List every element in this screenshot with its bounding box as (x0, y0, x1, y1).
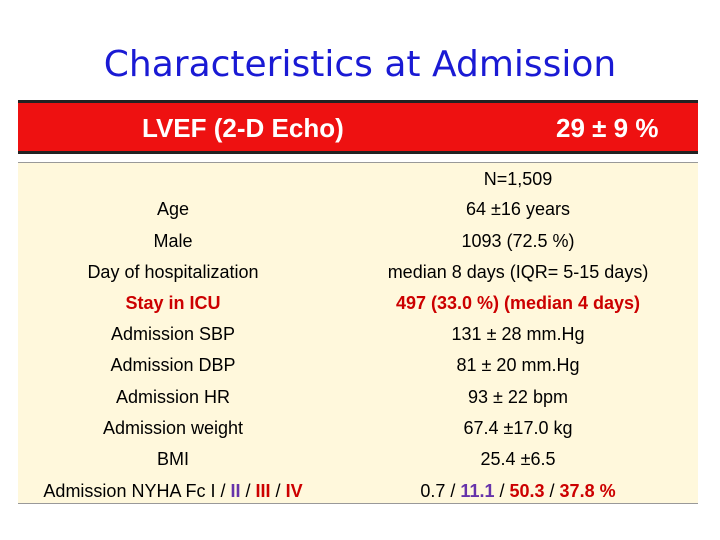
table-row: BMI 25.4 ±6.5 (18, 443, 698, 475)
page-title: Characteristics at Admission (103, 44, 617, 85)
sample-size: N=1,509 (483, 169, 553, 189)
nyha-class-iii: III (255, 481, 271, 501)
nyha-class-iv: IV (285, 481, 303, 501)
separator: / (215, 481, 231, 501)
characteristics-table: N=1,509 Age 64 ±16 years Male 1093 (72.5… (18, 162, 698, 504)
nyha-class-i: I (210, 481, 216, 501)
separator: / (270, 481, 286, 501)
table-row: Admission DBP 81 ± 20 mm.Hg (18, 349, 698, 381)
lvef-value: 29 ± 9 % (556, 113, 659, 143)
table-row: Admission weight 67.4 ±17.0 kg (18, 412, 698, 444)
nyha-class-ii: II (230, 481, 241, 501)
row-label: Age (156, 199, 190, 219)
separator: / (494, 481, 510, 501)
row-value: median 8 days (IQR= 5-15 days) (387, 262, 649, 282)
table-row: Male 1093 (72.5 %) (18, 225, 698, 257)
row-label: Male (153, 231, 193, 251)
table-row-nyha: Admission NYHA Fc I / II / III / IV 0.7 … (18, 475, 698, 507)
separator: / (445, 481, 461, 501)
row-label: BMI (156, 449, 189, 469)
row-label: Admission weight (102, 418, 244, 438)
nyha-value-iv: 37.8 (559, 481, 595, 501)
table-row: Age 64 ±16 years (18, 193, 698, 225)
row-value: 497 (33.0 %) (median 4 days) (395, 293, 641, 313)
row-label: Admission SBP (110, 324, 236, 344)
separator: / (240, 481, 256, 501)
nyha-value-ii: 11.1 (460, 481, 495, 501)
row-value: 93 ± 22 bpm (468, 387, 568, 407)
row-value: 25.4 ±6.5 (480, 449, 556, 469)
nyha-values: 0.7 / 11.1 / 50.3 / 37.8 % (358, 475, 678, 507)
nyha-value-iii: 50.3 (509, 481, 545, 501)
row-value: 1093 (72.5 %) (461, 231, 575, 251)
row-value: 131 ± 28 mm.Hg (451, 324, 585, 344)
row-value: 81 ± 20 mm.Hg (456, 355, 580, 375)
lvef-label: LVEF (2-D Echo) (142, 113, 344, 143)
nyha-unit: % (594, 481, 616, 501)
nyha-label-prefix: Admission NYHA Fc (43, 481, 211, 501)
table-row: Admission HR 93 ± 22 bpm (18, 381, 698, 413)
row-label: Admission HR (115, 387, 231, 407)
row-label: Day of hospitalization (87, 262, 259, 282)
row-value: 64 ±16 years (466, 199, 570, 219)
nyha-value-i: 0.7 (420, 481, 446, 501)
separator: / (544, 481, 560, 501)
row-label: Stay in ICU (125, 293, 221, 313)
lvef-highlight-bar: LVEF (2-D Echo) 29 ± 9 % (18, 100, 698, 154)
table-header-row: N=1,509 (18, 163, 698, 195)
table-row: Stay in ICU 497 (33.0 %) (median 4 days) (18, 287, 698, 319)
row-value: 67.4 ±17.0 kg (463, 418, 573, 438)
nyha-label: Admission NYHA Fc I / II / III / IV (18, 475, 328, 507)
row-label: Admission DBP (110, 355, 236, 375)
table-row: Admission SBP 131 ± 28 mm.Hg (18, 318, 698, 350)
table-row: Day of hospitalization median 8 days (IQ… (18, 256, 698, 288)
